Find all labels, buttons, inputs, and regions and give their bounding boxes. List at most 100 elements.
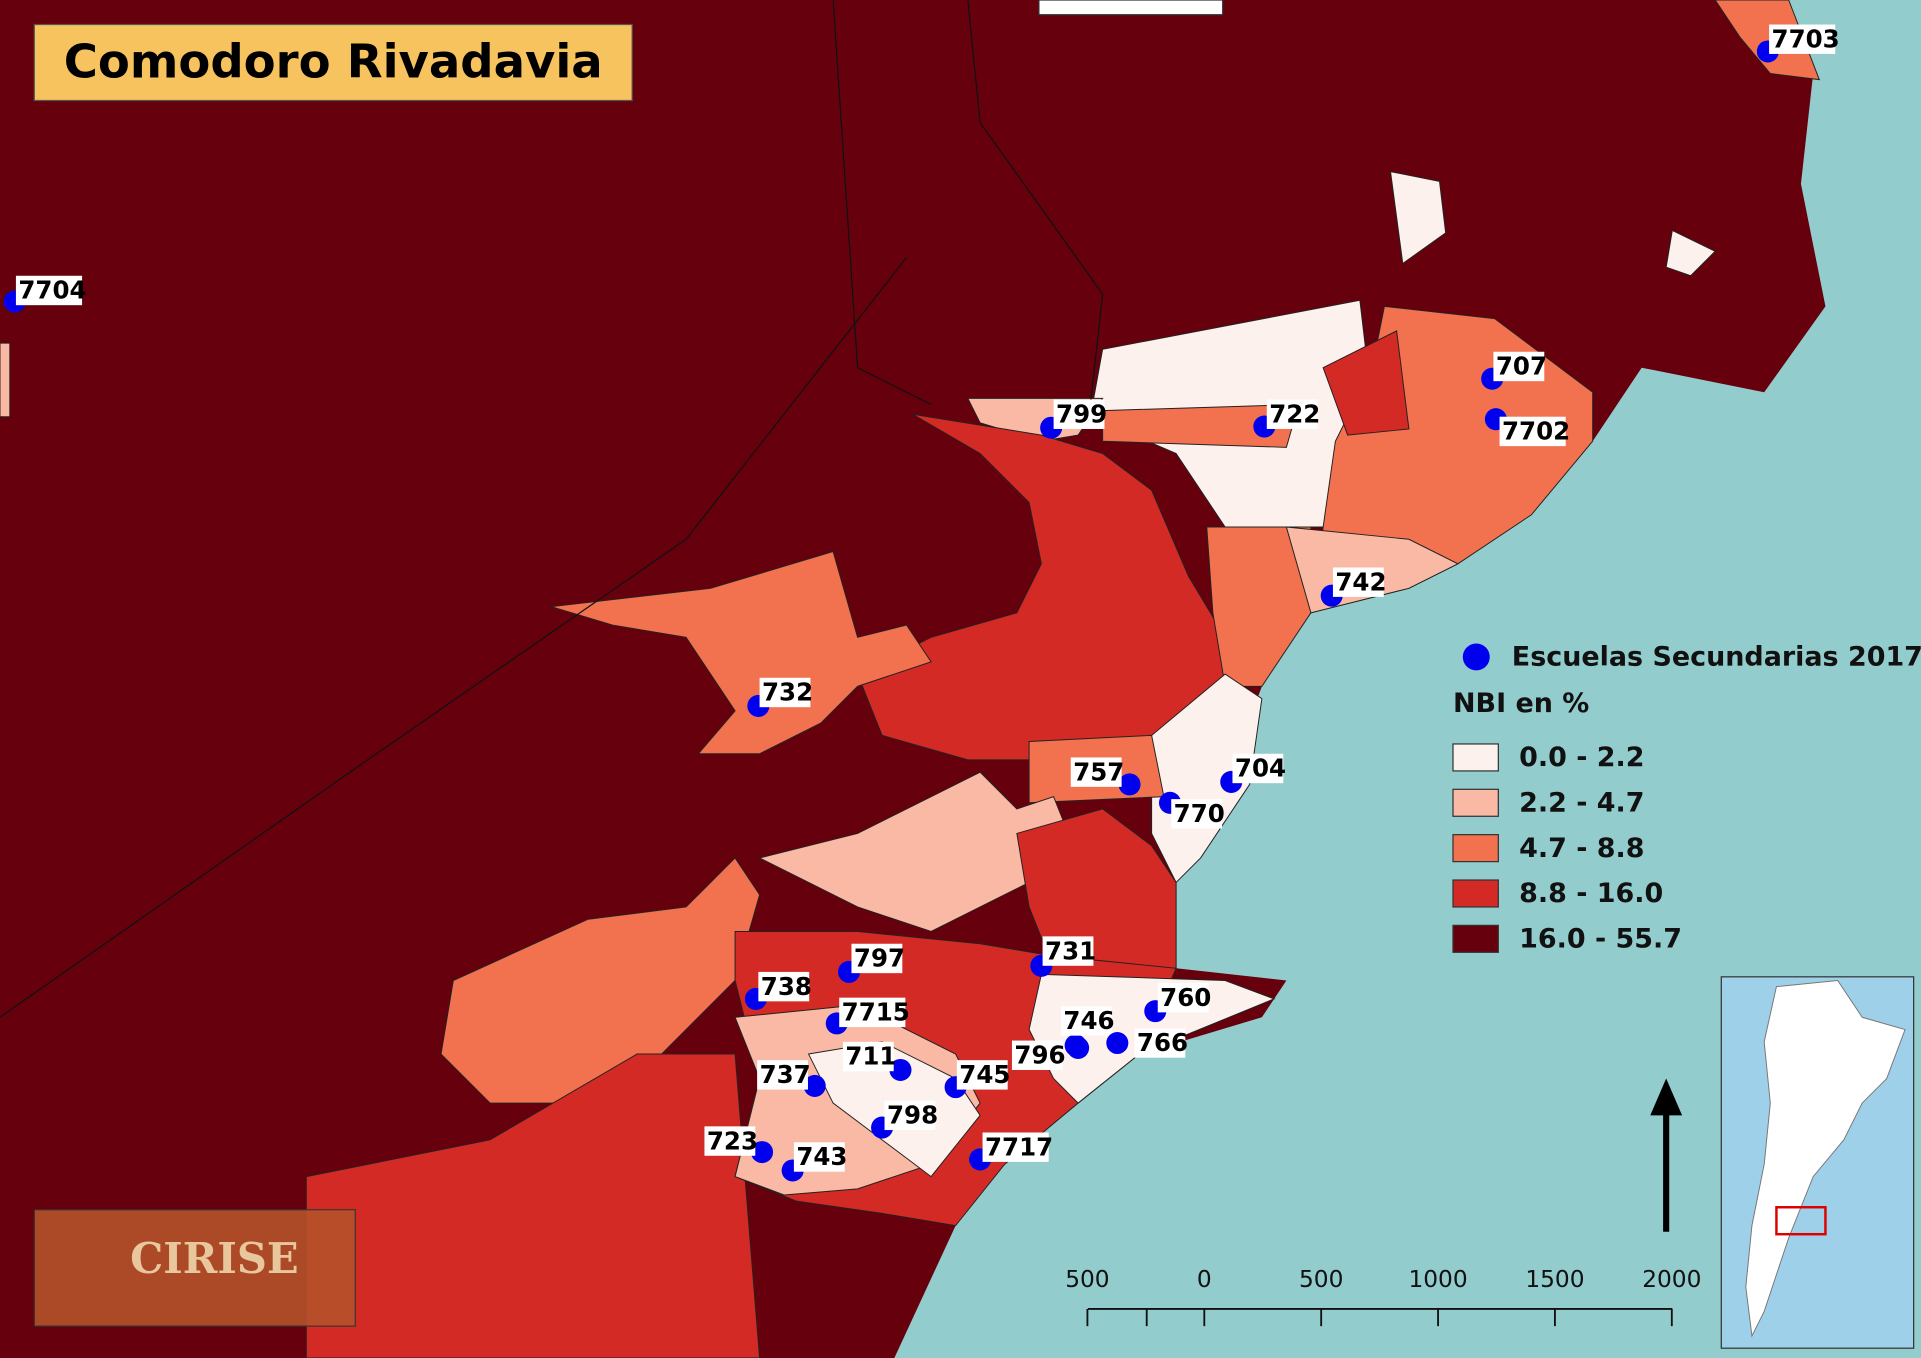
school-label: 7702 — [1502, 417, 1570, 446]
boundary-line — [0, 257, 908, 1018]
region — [551, 550, 932, 755]
legend: 0.0 - 2.2 2.2 - 4.7 4.7 - 8.8 8.8 - 16.0 16.… — [1452, 742, 1682, 955]
school-label: 799 — [1056, 399, 1107, 428]
region — [1322, 330, 1410, 436]
region — [1389, 170, 1447, 265]
school-label-bg — [1134, 1028, 1186, 1058]
school-label-bg — [1157, 982, 1209, 1013]
school-label-bg — [851, 943, 903, 974]
school-label: 7717 — [985, 1132, 1053, 1161]
school-label-bg — [842, 1041, 894, 1072]
region — [1151, 673, 1263, 884]
school-label: 745 — [959, 1060, 1010, 1089]
school-label: 7704 — [18, 276, 86, 305]
school-label-bg — [1332, 567, 1384, 597]
region — [856, 413, 1226, 761]
school-label-bg — [793, 1142, 845, 1172]
school-label: 704 — [1235, 754, 1286, 783]
logo-box — [33, 1209, 356, 1327]
legend-title: NBI en % — [1453, 688, 1589, 719]
legend-schools: Escuelas Secundarias 2017 — [1512, 642, 1921, 673]
school-label-bg — [1070, 757, 1122, 787]
region — [0, 342, 11, 418]
scale-label: 0 — [1197, 1266, 1212, 1293]
school-marker — [1106, 1031, 1129, 1055]
north-arrow-head — [1650, 1078, 1683, 1116]
region — [1102, 403, 1300, 448]
scale-label: 2000 — [1642, 1266, 1701, 1293]
title-box — [33, 23, 633, 102]
legend-school-symbol — [1462, 643, 1490, 671]
school-label: 731 — [1045, 936, 1096, 965]
legend-swatch — [1452, 834, 1499, 863]
school-marker — [1067, 1036, 1090, 1059]
logo: CIRISE — [130, 1234, 299, 1283]
legend-swatch — [1452, 743, 1499, 772]
school-label: 707 — [1496, 352, 1547, 381]
school-label: 746 — [1063, 1006, 1114, 1035]
school-label-bg — [704, 1126, 756, 1156]
school-label: 760 — [1160, 983, 1211, 1012]
school-label-bg — [1053, 399, 1105, 429]
school-label: 732 — [762, 678, 813, 707]
school-label: 7703 — [1772, 24, 1840, 53]
legend-label: 4.7 - 8.8 — [1519, 833, 1644, 864]
school-label: 743 — [796, 1142, 847, 1171]
school-label-bg — [884, 1100, 936, 1131]
school-label-bg — [1499, 416, 1566, 447]
scale-label: 500 — [1299, 1266, 1343, 1293]
school-marker — [803, 1074, 826, 1097]
school-label-bg — [757, 1060, 808, 1090]
school-label: 7715 — [842, 998, 910, 1027]
schools: 7703 7704 707 7702 799 722 742 732 757 770 704 731 7… — [3, 24, 1840, 1182]
map-fragment — [1038, 0, 1224, 16]
school-label: 723 — [707, 1126, 758, 1155]
school-label-bg — [1011, 1040, 1063, 1070]
legend-swatch — [1452, 788, 1499, 817]
school-marker — [1118, 773, 1141, 796]
school-label: 737 — [760, 1060, 811, 1089]
legend-swatch — [1452, 879, 1499, 908]
legend-label: 8.8 - 16.0 — [1519, 878, 1663, 909]
school-marker — [889, 1058, 912, 1082]
school-label: 798 — [887, 1101, 938, 1130]
boundary-line — [832, 0, 932, 406]
title: Comodoro Rivadavia — [64, 34, 603, 88]
school-marker — [751, 1141, 774, 1164]
school-label: 711 — [845, 1042, 896, 1071]
legend-label: 2.2 - 4.7 — [1519, 788, 1644, 819]
scale-label: 1000 — [1408, 1266, 1467, 1293]
school-label-bg — [759, 677, 811, 708]
region — [1665, 229, 1717, 277]
scale-label: 500 — [1065, 1266, 1109, 1293]
school-label: 770 — [1174, 799, 1225, 828]
region — [1206, 526, 1312, 687]
legend-label: 0.0 - 2.2 — [1519, 742, 1644, 773]
school-label: 766 — [1137, 1028, 1188, 1057]
scale-bar: 500 0 500 1000 1500 2000 — [1065, 1266, 1701, 1327]
sea — [894, 0, 1921, 1358]
region — [305, 1053, 761, 1358]
legend-label: 16.0 - 55.7 — [1519, 924, 1682, 955]
school-label-bg — [839, 997, 906, 1028]
school-label-bg — [1060, 1006, 1112, 1036]
school-label-bg — [982, 1132, 1049, 1162]
scale-label: 1500 — [1525, 1266, 1584, 1293]
legend-swatch — [1452, 924, 1499, 953]
inset-locator — [1775, 1206, 1827, 1236]
boundary-line — [967, 0, 1104, 405]
school-label-bg — [956, 1060, 1008, 1090]
school-label: 757 — [1073, 757, 1124, 786]
inset-country — [1745, 979, 1906, 1338]
school-label-bg — [758, 971, 810, 1002]
school-label: 738 — [761, 972, 812, 1001]
school-label-bg — [1266, 399, 1318, 429]
school-label: 722 — [1269, 399, 1320, 428]
school-label-bg — [1493, 351, 1545, 382]
school-label-bg — [1769, 24, 1836, 54]
school-label-bg — [1171, 799, 1223, 829]
school-label-bg — [15, 275, 83, 306]
region — [1714, 0, 1821, 81]
school-label: 796 — [1014, 1040, 1065, 1069]
